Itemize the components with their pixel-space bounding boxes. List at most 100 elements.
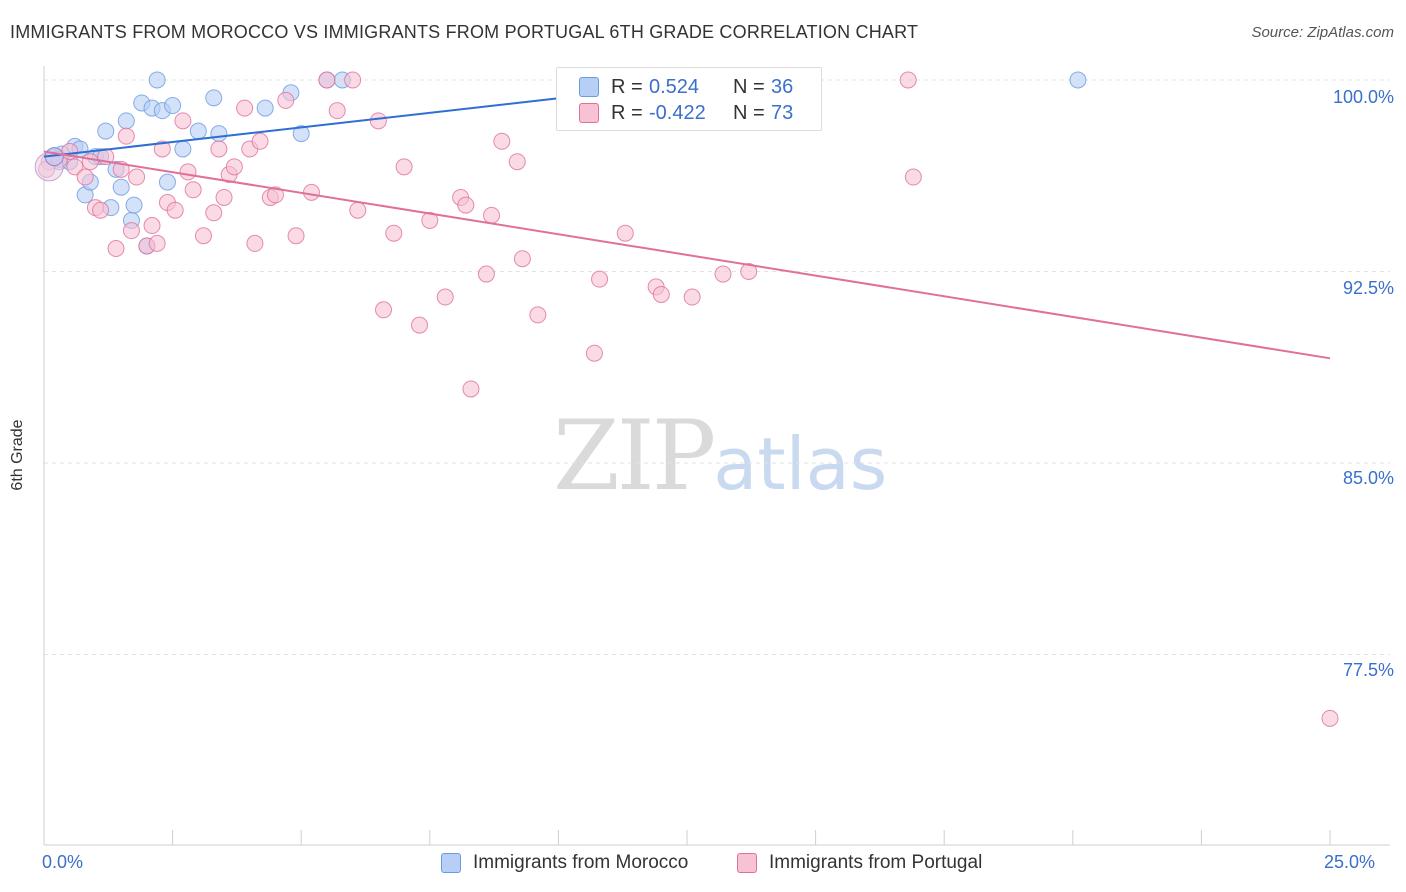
watermark: ZIPatlas [553,400,887,512]
portugal-point [210,140,228,158]
y-tick-label: 85.0% [1342,468,1394,488]
portugal-point [143,217,161,235]
portugal-point [344,71,362,89]
portugal-point [591,270,609,288]
portugal-point [251,132,269,150]
portugal-point [385,224,403,242]
y-tick-label: 77.5% [1342,660,1394,680]
y-tick-label: 92.5% [1342,278,1394,298]
portugal-point [714,265,732,283]
legend-item-morocco: Immigrants from Morocco [441,852,688,874]
portugal-point [122,222,140,240]
portugal-point [652,285,670,303]
watermark-atlas: atlas [713,422,888,506]
source-credit: Source: ZipAtlas.com [1251,24,1394,41]
x-tick-label: 25.0% [1324,852,1376,872]
portugal-point [477,265,495,283]
morocco-r-label: R = [611,75,643,98]
legend-item-portugal: Immigrants from Portugal [737,852,982,874]
legend-row-morocco: R = 0.524 N = 36 [579,75,793,99]
legend-row-portugal: R = -0.422 N = 73 [579,101,793,125]
x-tick-label: 0.0% [42,852,84,872]
portugal-point [246,234,264,252]
morocco-point [125,196,143,214]
portugal-point [493,132,511,150]
portugal-point [166,201,184,219]
portugal-point [369,112,387,130]
morocco-r-value: 0.524 [649,75,700,98]
portugal-point [302,183,320,201]
portugal-point [421,211,439,229]
watermark-zip: ZIP [553,400,716,512]
portugal-n-label: N = [733,101,765,124]
portugal-point [215,188,233,206]
portugal-point [66,158,84,176]
morocco-legend-label: Immigrants from Morocco [473,852,689,873]
portugal-point [148,234,166,252]
portugal-point [266,186,284,204]
morocco-point [1069,71,1087,89]
portugal-point [411,316,429,334]
portugal-point [1321,709,1339,727]
portugal-point [194,227,212,245]
morocco-point [205,89,223,107]
morocco-legend-swatch [441,853,461,873]
morocco-point [292,125,310,143]
portugal-point [349,201,367,219]
portugal-point [153,140,171,158]
portugal-point [76,168,94,186]
portugal-point [457,196,475,214]
morocco-point [256,99,274,117]
portugal-point [529,306,547,324]
portugal-point [899,71,917,89]
portugal-point [107,240,125,258]
morocco-point [210,125,228,143]
portugal-point [318,71,336,89]
portugal-swatch [579,103,599,123]
portugal-point [436,288,454,306]
morocco-swatch [579,77,599,97]
portugal-point [128,168,146,186]
morocco-point [174,140,192,158]
portugal-point [81,153,99,171]
portugal-point [585,344,603,362]
portugal-point [483,206,501,224]
portugal-n-value: 73 [771,101,794,124]
portugal-point [92,201,110,219]
portugal-point [225,158,243,176]
portugal-legend-label: Immigrants from Portugal [769,852,983,873]
portugal-point [395,158,413,176]
portugal-point [740,263,758,280]
morocco-point [148,71,166,89]
portugal-point [508,153,526,171]
portugal-point [683,288,701,306]
portugal-r-value: -0.422 [649,101,706,124]
portugal-legend-swatch [737,853,757,873]
portugal-point [904,168,922,186]
morocco-point [189,122,207,140]
morocco-point [97,122,115,140]
portugal-point [205,204,223,222]
portugal-point [616,224,634,242]
y-tick-label: 100.0% [1332,87,1394,107]
morocco-point [112,178,130,196]
portugal-point [462,380,480,398]
portugal-r-label: R = [611,101,643,124]
portugal-point [277,91,295,109]
portugal-point [174,112,192,130]
morocco-n-value: 36 [771,75,794,98]
portugal-point [179,163,197,181]
portugal-point [328,102,346,120]
portugal-trend-line [43,150,1331,360]
portugal-point [287,227,305,245]
portugal-point [117,127,135,145]
portugal-point [513,250,531,268]
stats-legend: R = 0.524 N = 36 R = -0.422 N = 73 [556,67,822,131]
morocco-point [158,173,176,191]
portugal-point [375,301,393,319]
portugal-point [236,99,254,117]
morocco-point [117,112,135,130]
morocco-n-label: N = [733,75,765,98]
chart-title: IMMIGRANTS FROM MOROCCO VS IMMIGRANTS FR… [10,22,919,42]
